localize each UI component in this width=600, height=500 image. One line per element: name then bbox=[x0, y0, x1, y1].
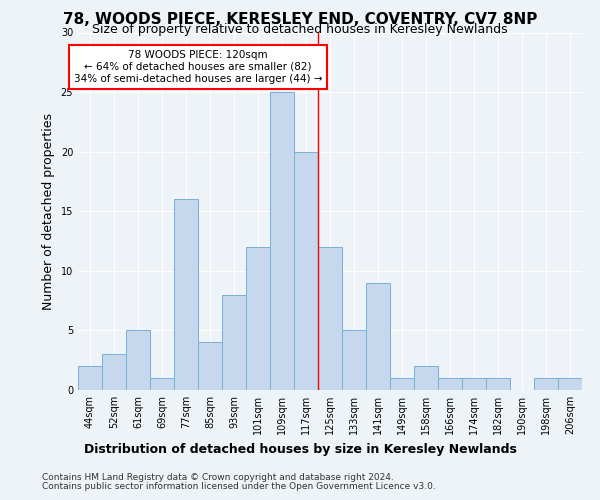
Bar bbox=[342, 330, 366, 390]
Bar bbox=[222, 294, 246, 390]
Bar bbox=[318, 247, 342, 390]
Y-axis label: Number of detached properties: Number of detached properties bbox=[42, 113, 55, 310]
Text: Distribution of detached houses by size in Keresley Newlands: Distribution of detached houses by size … bbox=[83, 442, 517, 456]
Bar bbox=[174, 200, 198, 390]
Text: Contains HM Land Registry data © Crown copyright and database right 2024.: Contains HM Land Registry data © Crown c… bbox=[42, 472, 394, 482]
Bar bbox=[462, 378, 486, 390]
Text: 78 WOODS PIECE: 120sqm
← 64% of detached houses are smaller (82)
34% of semi-det: 78 WOODS PIECE: 120sqm ← 64% of detached… bbox=[74, 50, 322, 84]
Bar bbox=[246, 247, 270, 390]
Bar bbox=[198, 342, 222, 390]
Bar bbox=[438, 378, 462, 390]
Bar bbox=[78, 366, 102, 390]
Text: Size of property relative to detached houses in Keresley Newlands: Size of property relative to detached ho… bbox=[92, 22, 508, 36]
Bar bbox=[414, 366, 438, 390]
Bar bbox=[150, 378, 174, 390]
Bar bbox=[102, 354, 126, 390]
Bar bbox=[126, 330, 150, 390]
Bar bbox=[534, 378, 558, 390]
Text: Contains public sector information licensed under the Open Government Licence v3: Contains public sector information licen… bbox=[42, 482, 436, 491]
Bar bbox=[294, 152, 318, 390]
Bar bbox=[270, 92, 294, 390]
Bar bbox=[486, 378, 510, 390]
Bar bbox=[390, 378, 414, 390]
Text: 78, WOODS PIECE, KERESLEY END, COVENTRY, CV7 8NP: 78, WOODS PIECE, KERESLEY END, COVENTRY,… bbox=[63, 12, 537, 28]
Bar bbox=[558, 378, 582, 390]
Bar bbox=[366, 283, 390, 390]
